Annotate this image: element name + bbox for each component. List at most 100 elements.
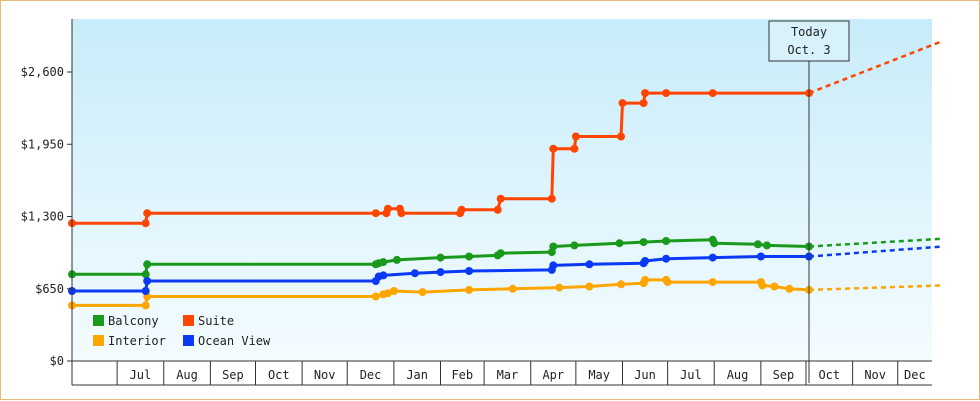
data-point bbox=[570, 144, 579, 153]
x-tick-label: Oct bbox=[818, 368, 840, 382]
data-point bbox=[465, 267, 474, 275]
data-point bbox=[379, 258, 388, 267]
series-suite bbox=[68, 39, 944, 228]
data-point bbox=[418, 288, 427, 297]
x-tick-label: Jan bbox=[406, 368, 428, 382]
legend-swatch bbox=[93, 335, 104, 346]
legend-item: Suite bbox=[183, 314, 234, 328]
data-point bbox=[639, 238, 648, 247]
data-point bbox=[758, 281, 767, 290]
x-tick-label: Jun bbox=[634, 368, 656, 382]
today-marker: Today Oct. 3 bbox=[768, 20, 850, 62]
plot-background bbox=[72, 19, 932, 361]
x-tick-label: Apr bbox=[542, 368, 564, 382]
data-point bbox=[570, 241, 579, 250]
y-tick-label: $0 bbox=[50, 354, 64, 368]
data-point bbox=[571, 132, 580, 141]
x-tick-label: Feb bbox=[451, 368, 473, 382]
y-tick-label: $2,600 bbox=[21, 65, 64, 79]
data-point bbox=[371, 292, 380, 301]
data-point bbox=[547, 194, 556, 203]
x-tick-label: Oct bbox=[268, 368, 290, 382]
data-point bbox=[397, 209, 406, 218]
forecast-line bbox=[808, 39, 944, 95]
legend-item: Interior bbox=[93, 334, 166, 348]
data-point bbox=[662, 254, 671, 263]
forecast-line bbox=[808, 237, 943, 248]
data-point bbox=[465, 252, 474, 261]
legend-label: Suite bbox=[198, 314, 234, 328]
data-point bbox=[141, 287, 150, 295]
legend-swatch bbox=[183, 315, 194, 326]
series-balcony bbox=[68, 235, 943, 279]
data-point bbox=[762, 241, 771, 250]
data-point bbox=[770, 282, 779, 291]
data-point bbox=[785, 284, 794, 293]
data-point bbox=[436, 268, 445, 277]
x-tick-label: Sep bbox=[773, 368, 795, 382]
data-point bbox=[617, 132, 625, 141]
data-point bbox=[141, 219, 150, 228]
legend-label: Ocean View bbox=[198, 334, 271, 348]
x-tick-label: Sep bbox=[222, 368, 244, 382]
data-point bbox=[436, 253, 445, 262]
forecast-line bbox=[808, 284, 943, 292]
data-point bbox=[585, 260, 594, 269]
data-point bbox=[141, 270, 150, 279]
data-point bbox=[143, 209, 152, 218]
x-tick-label: May bbox=[588, 368, 610, 382]
data-point bbox=[549, 242, 558, 251]
legend-label: Interior bbox=[108, 334, 166, 348]
data-point bbox=[383, 204, 392, 213]
today-box bbox=[768, 20, 850, 62]
data-point bbox=[410, 269, 419, 278]
y-tick-label: $1,300 bbox=[21, 210, 64, 224]
x-tick-label: Jul bbox=[680, 368, 702, 382]
data-point bbox=[549, 261, 558, 270]
data-point bbox=[143, 277, 152, 285]
data-point bbox=[641, 257, 650, 265]
data-point bbox=[585, 282, 594, 291]
data-point bbox=[493, 205, 502, 214]
data-point bbox=[662, 237, 671, 245]
data-point bbox=[389, 287, 398, 295]
x-tick-label: Nov bbox=[314, 368, 336, 382]
x-tick-label: Jul bbox=[130, 368, 152, 382]
series-layer bbox=[68, 39, 944, 310]
data-point bbox=[663, 278, 672, 287]
forecast-line bbox=[808, 245, 943, 258]
data-point bbox=[710, 239, 719, 248]
data-point bbox=[641, 89, 650, 98]
data-point bbox=[549, 144, 558, 153]
data-point bbox=[708, 89, 717, 98]
series-ocean-view bbox=[68, 245, 943, 295]
data-point bbox=[496, 194, 505, 203]
series-line bbox=[72, 255, 809, 293]
data-point bbox=[615, 239, 624, 248]
legend-swatch bbox=[93, 315, 104, 326]
x-axis-layer: Jul Aug Sep Oct Nov Dec Jan Feb Mar Apr May Jun Jul A… bbox=[116, 361, 926, 385]
x-tick-label: Mar bbox=[497, 368, 519, 382]
data-point bbox=[371, 209, 380, 218]
y-tick-label: $650 bbox=[35, 282, 64, 296]
data-point bbox=[457, 205, 466, 214]
data-point bbox=[662, 89, 671, 98]
today-label: Today bbox=[791, 25, 827, 39]
y-tick-label: $1,950 bbox=[21, 137, 64, 151]
data-point bbox=[555, 283, 564, 292]
x-tick-label: Nov bbox=[864, 368, 886, 382]
legend-item: Balcony bbox=[93, 314, 159, 328]
data-point bbox=[496, 249, 505, 258]
data-point bbox=[617, 280, 625, 289]
y-axis-layer: $0 $650 $1,300 $1,950 $2,600 bbox=[21, 65, 72, 368]
data-point bbox=[753, 240, 762, 249]
legend-label: Balcony bbox=[108, 314, 159, 328]
x-tick-label: Aug bbox=[727, 368, 749, 382]
data-point bbox=[141, 301, 150, 310]
legend: Balcony Suite Interior Ocean View bbox=[93, 314, 271, 348]
legend-swatch bbox=[183, 335, 194, 346]
x-tick-label: Dec bbox=[360, 368, 382, 382]
data-point bbox=[708, 253, 717, 262]
